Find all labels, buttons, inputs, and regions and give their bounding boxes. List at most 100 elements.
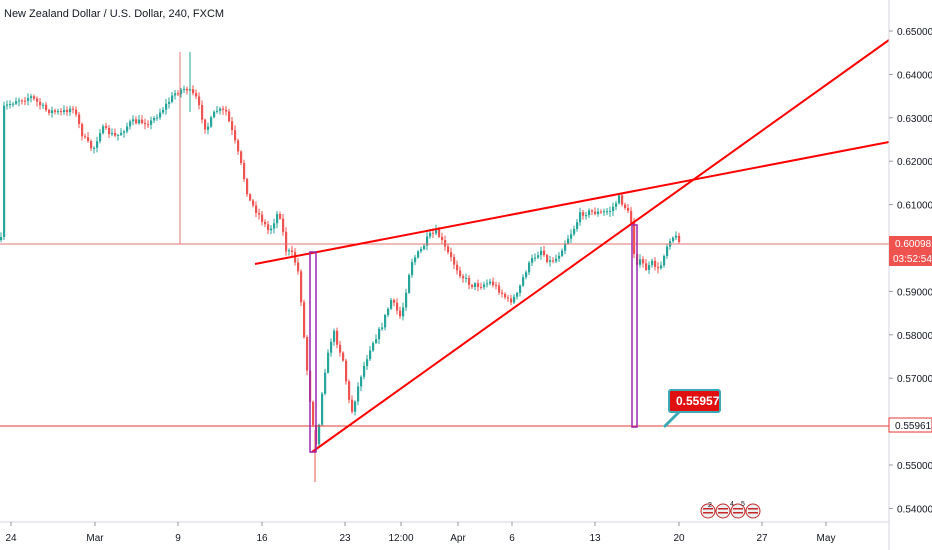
y-tick-label: 0.64000 bbox=[897, 70, 932, 81]
us-flag-icon[interactable] bbox=[700, 503, 716, 519]
x-tick-label: 23 bbox=[339, 533, 351, 544]
x-tick-label: Apr bbox=[450, 533, 466, 544]
candle-body bbox=[57, 111, 60, 113]
support-price-tag bbox=[888, 417, 932, 433]
candle-body bbox=[513, 296, 516, 303]
candle-body bbox=[363, 366, 366, 377]
x-tick-label: 16 bbox=[256, 533, 268, 544]
candle-body bbox=[141, 119, 144, 124]
candle-body bbox=[645, 263, 648, 270]
candle-body bbox=[267, 224, 270, 231]
candle-body bbox=[39, 101, 42, 106]
candle-body bbox=[546, 254, 549, 262]
candle-body bbox=[633, 222, 636, 254]
candle-body bbox=[501, 292, 504, 294]
candle-body bbox=[462, 276, 465, 279]
candle-body bbox=[576, 222, 579, 229]
candle-body bbox=[120, 132, 123, 135]
candle-body bbox=[144, 123, 147, 125]
candle-body bbox=[198, 96, 201, 106]
candle-body bbox=[387, 308, 390, 315]
candle-body bbox=[72, 108, 75, 110]
event-flags[interactable]: 2 4 5 bbox=[700, 501, 761, 519]
candle-body bbox=[477, 283, 480, 287]
candle-body bbox=[108, 128, 111, 135]
candle-body bbox=[564, 243, 567, 251]
candle-body bbox=[192, 89, 195, 94]
us-flag-icon[interactable] bbox=[730, 503, 746, 519]
candle-body bbox=[36, 98, 39, 102]
x-tick-label: 20 bbox=[673, 533, 685, 544]
candle-body bbox=[150, 120, 153, 125]
candle-body bbox=[228, 111, 231, 122]
current-price-value: 0.60098 bbox=[895, 239, 932, 250]
candle-body bbox=[417, 251, 420, 258]
candle-body bbox=[63, 109, 66, 112]
candle-body bbox=[483, 284, 486, 288]
x-tick-label: 27 bbox=[756, 533, 768, 544]
candle-body bbox=[597, 211, 600, 215]
support-price-value: 0.55961 bbox=[895, 421, 932, 432]
candle-body bbox=[612, 206, 615, 212]
candle-body bbox=[378, 328, 381, 340]
candle-body bbox=[288, 250, 291, 252]
candle-body bbox=[81, 123, 84, 137]
us-flag-icon[interactable] bbox=[715, 503, 731, 519]
candle-body bbox=[201, 105, 204, 120]
candle-body bbox=[24, 100, 27, 102]
candle-body bbox=[273, 223, 276, 229]
bar-countdown: 03:52:54 bbox=[893, 254, 932, 265]
candle-body bbox=[600, 211, 603, 213]
candle-body bbox=[375, 339, 378, 343]
candle-body bbox=[459, 270, 462, 277]
price-axis[interactable]: 0.65000 0.64000 0.63000 0.62000 0.61000 0.600… bbox=[889, 27, 932, 515]
candle-body bbox=[45, 104, 48, 111]
candle-body bbox=[156, 117, 159, 119]
candle-body bbox=[675, 235, 678, 238]
candle-body bbox=[276, 214, 279, 224]
candle-body bbox=[306, 337, 309, 371]
candle-body bbox=[195, 93, 198, 97]
candle-body bbox=[591, 210, 594, 212]
flag-stripe bbox=[718, 508, 728, 510]
candle-body bbox=[435, 229, 438, 234]
us-flag-icon[interactable] bbox=[745, 503, 761, 519]
candle-body bbox=[216, 110, 219, 112]
candle-body bbox=[603, 211, 606, 213]
candle-body bbox=[171, 95, 174, 102]
candle-body bbox=[534, 257, 537, 259]
y-tick-label: 0.65000 bbox=[897, 27, 932, 38]
current-price-tag bbox=[889, 236, 932, 266]
candle-body bbox=[90, 140, 93, 149]
candle-body bbox=[486, 283, 489, 285]
candle-body bbox=[651, 260, 654, 266]
candle-body bbox=[330, 341, 333, 353]
flag-stripe bbox=[703, 508, 713, 510]
candle-body bbox=[12, 103, 15, 105]
candle-body bbox=[84, 136, 87, 138]
candle-body bbox=[540, 250, 543, 256]
candle-body bbox=[438, 229, 441, 237]
candle-body bbox=[411, 262, 414, 276]
candle-body bbox=[252, 200, 255, 206]
candle-body bbox=[585, 215, 588, 217]
candle-body bbox=[360, 376, 363, 387]
candle-body bbox=[615, 203, 618, 207]
candle-body bbox=[474, 283, 477, 287]
candle-body bbox=[657, 266, 660, 269]
price-callout[interactable] bbox=[668, 389, 721, 413]
candle-body bbox=[453, 257, 456, 265]
candle-body bbox=[282, 218, 285, 232]
candle-body bbox=[261, 214, 264, 222]
candle-body bbox=[519, 285, 522, 293]
candle-body bbox=[507, 297, 510, 299]
candle-body bbox=[66, 109, 69, 113]
candle-body bbox=[159, 112, 162, 118]
candle-body bbox=[480, 286, 483, 288]
drawings-group bbox=[0, 39, 890, 453]
candle-body bbox=[93, 147, 96, 149]
candle-body bbox=[351, 399, 354, 412]
candle-body bbox=[324, 372, 327, 394]
time-axis[interactable]: 24 Mar 9 16 23 12:00 Apr 6 13 20 27 May bbox=[5, 522, 835, 544]
